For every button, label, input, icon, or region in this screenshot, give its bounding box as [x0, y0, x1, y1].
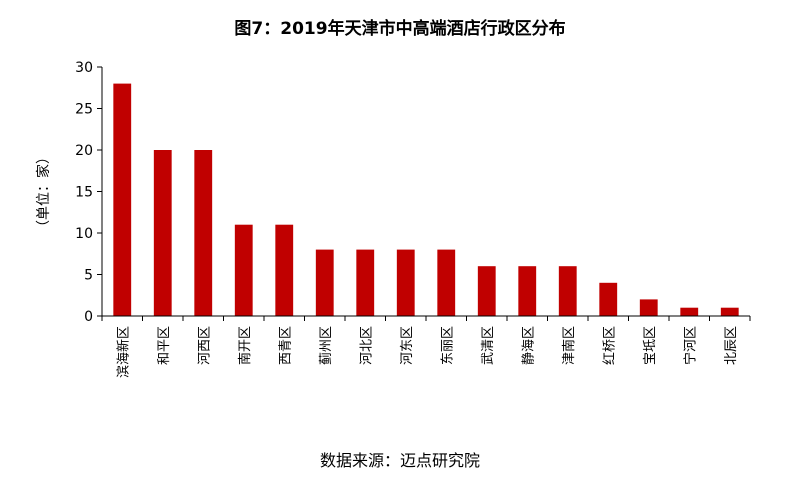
- x-tick-label: 滨海新区: [115, 326, 131, 378]
- bar-宝坻区: [639, 299, 658, 316]
- source-note: 数据来源：迈点研究院: [319, 451, 480, 470]
- x-tick-label: 武清区: [481, 326, 496, 365]
- x-tick-label: 河北区: [359, 326, 374, 365]
- bar-西青区: [275, 224, 294, 316]
- y-tick-label: 20: [75, 143, 93, 159]
- bar-和平区: [153, 150, 172, 316]
- bar-南开区: [234, 224, 253, 316]
- bar-静海区: [518, 266, 537, 316]
- x-tick-label: 津南区: [561, 326, 577, 365]
- bar-津南区: [558, 266, 577, 316]
- bar-河东区: [396, 249, 415, 316]
- y-axis-label: （单位：家）: [35, 150, 52, 234]
- x-tick-label: 蓟州区: [319, 326, 334, 365]
- x-tick-label: 河西区: [197, 326, 212, 365]
- x-tick-label: 宝坻区: [642, 326, 658, 365]
- x-tick-label: 南开区: [237, 326, 253, 365]
- x-tick-label: 东丽区: [440, 326, 455, 365]
- chart-title: 图7：2019年天津市中高端酒店行政区分布: [234, 19, 566, 39]
- x-tick-label: 河东区: [400, 326, 415, 365]
- y-tick-label: 25: [75, 102, 93, 118]
- bar-宁河区: [680, 307, 699, 316]
- bar-河西区: [194, 150, 213, 316]
- y-tick-label: 15: [75, 185, 93, 201]
- x-tick-label: 静海区: [521, 326, 536, 365]
- x-tick-label: 和平区: [157, 326, 172, 365]
- y-tick-label: 30: [75, 60, 93, 76]
- y-tick-label: 0: [84, 309, 93, 325]
- bar-东丽区: [437, 249, 456, 316]
- x-tick-label: 西青区: [278, 326, 293, 365]
- bar-滨海新区: [113, 83, 132, 316]
- x-tick-label: 红桥区: [601, 326, 617, 365]
- bar-武清区: [477, 266, 496, 316]
- bar-北辰区: [720, 307, 739, 316]
- bar-蓟州区: [315, 249, 334, 316]
- bar-河北区: [356, 249, 375, 316]
- y-tick-label: 10: [75, 226, 93, 242]
- x-tick-label: 北辰区: [724, 326, 739, 365]
- x-tick-label: 宁河区: [682, 326, 698, 365]
- bar-红桥区: [599, 282, 618, 316]
- y-tick-label: 5: [84, 268, 93, 284]
